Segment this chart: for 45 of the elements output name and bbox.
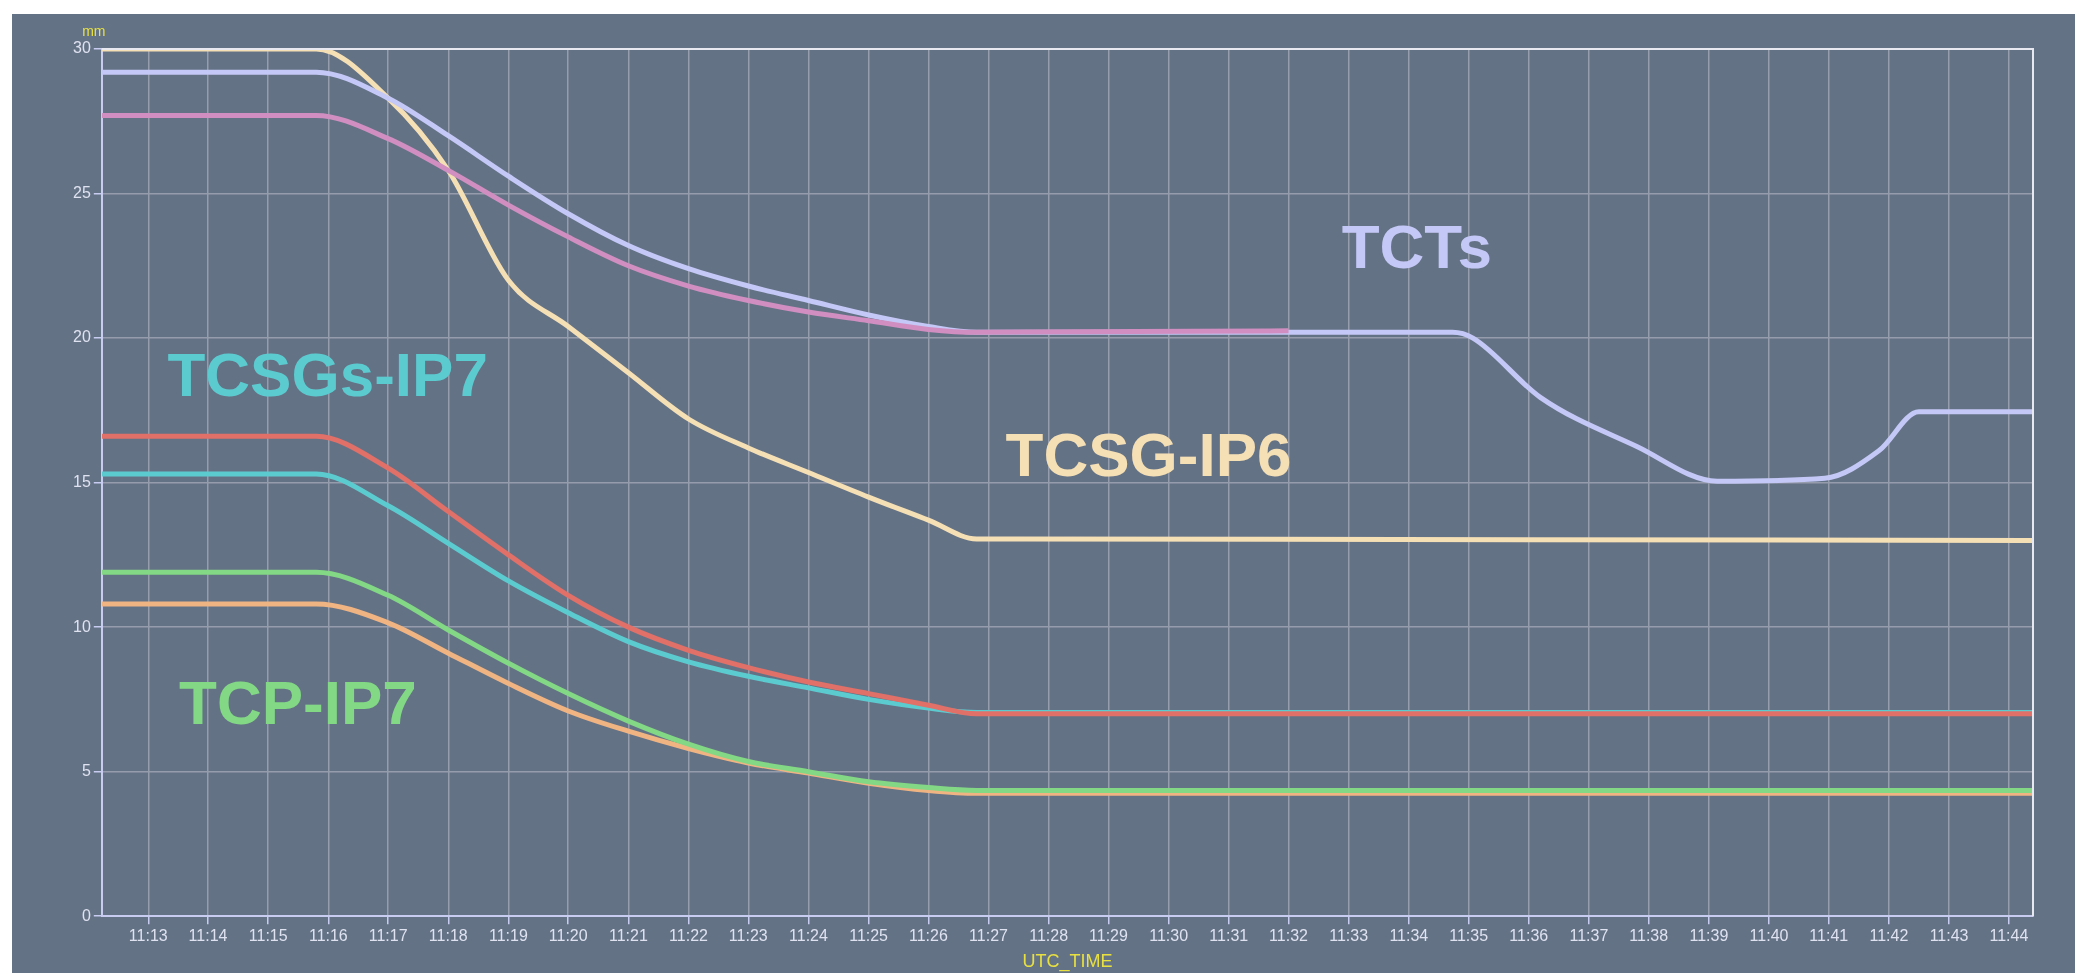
y-tick-label: 30: [73, 39, 91, 57]
x-tick-label: 11:44: [1989, 927, 2029, 945]
x-tick-label: 11:31: [1209, 927, 1249, 945]
x-tick-label: 11:39: [1689, 927, 1729, 945]
x-tick-label: 11:23: [728, 927, 768, 945]
x-tick-label: 11:35: [1449, 927, 1489, 945]
y-tick-label: 0: [81, 906, 91, 924]
x-tick-label: 11:25: [849, 927, 889, 945]
x-tick-label: 11:43: [1929, 927, 1969, 945]
x-axis-title: UTC_TIME: [1022, 951, 1113, 973]
x-tick-label: 11:18: [428, 927, 468, 945]
x-tick-label: 11:13: [128, 927, 168, 945]
x-tick-label: 11:38: [1629, 927, 1669, 945]
y-axis-title: mm: [82, 22, 106, 39]
series-label: TCTs: [1341, 212, 1493, 282]
x-tick-label: 11:16: [308, 927, 348, 945]
x-tick-label: 11:28: [1029, 927, 1069, 945]
x-tick-label: 11:20: [548, 927, 588, 945]
series-label: TCSG-IP6: [1005, 420, 1292, 490]
x-tick-label: 11:21: [608, 927, 648, 945]
x-tick-label: 11:14: [188, 927, 228, 945]
x-tick-label: 11:19: [488, 927, 528, 945]
x-tick-label: 11:37: [1569, 927, 1609, 945]
x-tick-label: 11:22: [669, 927, 709, 945]
x-tick-label: 11:29: [1089, 927, 1128, 945]
x-tick-label: 11:27: [969, 927, 1009, 945]
x-tick-label: 11:41: [1809, 927, 1849, 945]
series-label: TCSGs-IP7: [167, 340, 488, 410]
y-tick-label: 10: [73, 617, 91, 635]
x-tick-label: 11:33: [1329, 927, 1369, 945]
x-tick-label: 11:17: [368, 927, 408, 945]
series-label: TCP-IP7: [179, 668, 417, 738]
x-tick-label: 11:30: [1149, 927, 1189, 945]
y-tick-label: 20: [73, 328, 91, 346]
x-tick-label: 11:40: [1749, 927, 1789, 945]
y-tick-label: 5: [81, 762, 91, 780]
x-tick-label: 11:26: [908, 927, 948, 945]
x-tick-label: 11:36: [1509, 927, 1549, 945]
x-tick-label: 11:42: [1869, 927, 1909, 945]
x-tick-label: 11:15: [248, 927, 288, 945]
x-tick-label: 11:34: [1389, 927, 1429, 945]
x-tick-label: 11:24: [789, 927, 828, 945]
y-tick-label: 15: [73, 473, 91, 491]
x-tick-label: 11:32: [1269, 927, 1309, 945]
y-tick-label: 25: [73, 183, 91, 201]
